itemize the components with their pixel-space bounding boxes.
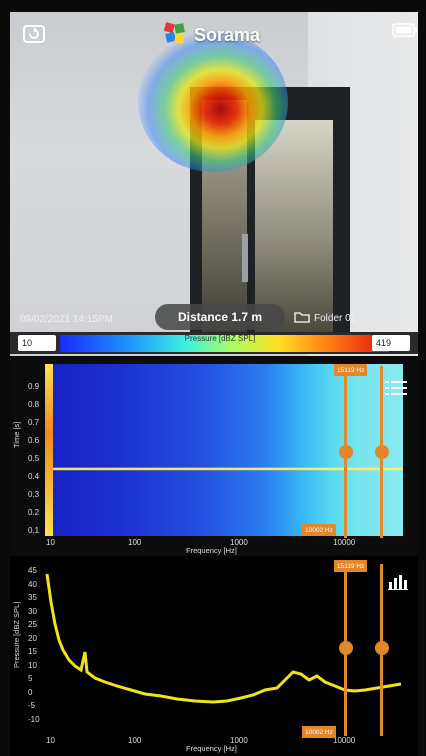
camera-switch-icon[interactable] [22,22,46,46]
spectrogram-y-tick: 0.8 [28,400,40,409]
spectrum-cursor-tag-top: 15119 Hz [334,560,368,572]
spectrogram-cursor-tag-bottom: 10002 Hz [302,524,336,536]
color-scale-bar: 10 Pressure [dBZ SPL] 419 [10,332,418,354]
folder-label: Folder 01 [314,313,357,324]
spectrum-line [45,573,402,704]
spectrum-y-tick: 10 [28,660,37,670]
scale-max-value[interactable]: 419 [372,335,410,351]
spectrum-y-tick: 15 [28,647,37,656]
camera-view [10,12,418,356]
acoustic-heatmap-overlay [138,32,288,172]
spectrogram-low-freq-band [45,364,53,536]
spectrogram-y-tick: 0.3 [28,490,40,499]
spectrum-x-tick: 10000 [333,736,356,745]
spectrum-y-tick: 30 [28,606,37,616]
scale-min-value[interactable]: 10 [18,335,56,351]
spectrogram-y-tick: 0.6 [28,436,40,445]
spectrum-x-tick: 100 [128,736,142,745]
spectrum-x-tick: 1000 [230,736,248,745]
spectrogram-y-tick: 0.2 [28,508,40,517]
spectrum-x-axis-label: Frequency [Hz] [186,744,237,753]
spectrogram-panel: Time [s] 0.1 0.2 0.3 0.4 0.5 0.6 0.7 0.8 0.9 10 1… [10,358,418,555]
distance-indicator[interactable]: Distance 1.7 m [155,304,285,330]
spectrogram-x-tick: 10 [46,538,55,547]
spectrogram-y-axis-label: Time [s] [12,421,21,448]
brand-logo: Sorama [162,20,260,50]
sorama-logo-icon [162,20,188,51]
spectrogram-cursor-tag-top: 15119 Hz [334,364,368,376]
spectrum-x-tick: 10 [46,736,55,745]
spectrum-cursor-tag-bottom: 10002 Hz [302,726,336,738]
folder-button[interactable]: Folder 01 [294,311,356,326]
spectrum-y-tick: 25 [28,620,37,629]
spectrogram-x-axis-label: Frequency [Hz] [186,546,237,555]
spectrum-y-tick: 40 [28,579,37,589]
spectrogram-y-tick: 0.5 [28,454,40,463]
timestamp: 09/02/2021 14:15PM [20,314,113,325]
spectrum-cursor-1-handle[interactable] [339,641,353,655]
colorbar-gradient [60,335,390,352]
spectrum-panel: Pressure [dBZ SPL] 45 40 35 30 25 20 15 10 5 0 -5 -… [10,556,418,756]
spectrogram-y-tick: 0.4 [28,472,40,481]
spectrum-y-tick: 45 [28,566,37,575]
spectrogram-cursor-2-handle[interactable] [375,445,389,459]
spectrum-line-svg [45,573,402,704]
spectrum-y-tick: -5 [28,701,36,710]
spectrogram-x-tick: 10000 [333,538,356,547]
brand-name: Sorama [194,24,261,45]
spectrogram-cursor-1-handle[interactable] [339,445,353,459]
spectrum-y-tick: 5 [28,674,33,683]
battery-icon [392,22,418,38]
bar-chart-icon[interactable] [388,574,408,595]
spectrogram-x-tick: 100 [128,538,142,547]
list-menu-icon[interactable] [385,380,407,401]
spectrum-y-tick: 0 [28,687,33,697]
spectrum-y-tick: 20 [28,633,37,643]
spectrogram-y-tick: 0.1 [28,526,40,535]
spectrum-y-tick: -10 [28,714,40,724]
colorbar-label: Pressure [dBZ SPL] [184,334,256,343]
distance-label: Distance 1.7 m [177,310,263,324]
spectrum-y-tick: 35 [28,593,37,602]
spectrogram-y-tick: 0.9 [28,382,40,391]
spectrogram-y-tick: 0.7 [28,418,40,427]
spectrum-cursor-2-handle[interactable] [375,641,389,655]
folder-icon [294,311,310,326]
door-handle [242,234,248,282]
spectrum-y-axis-label: Pressure [dBZ SPL] [12,601,21,668]
spectrogram-x-tick: 1000 [230,538,248,547]
